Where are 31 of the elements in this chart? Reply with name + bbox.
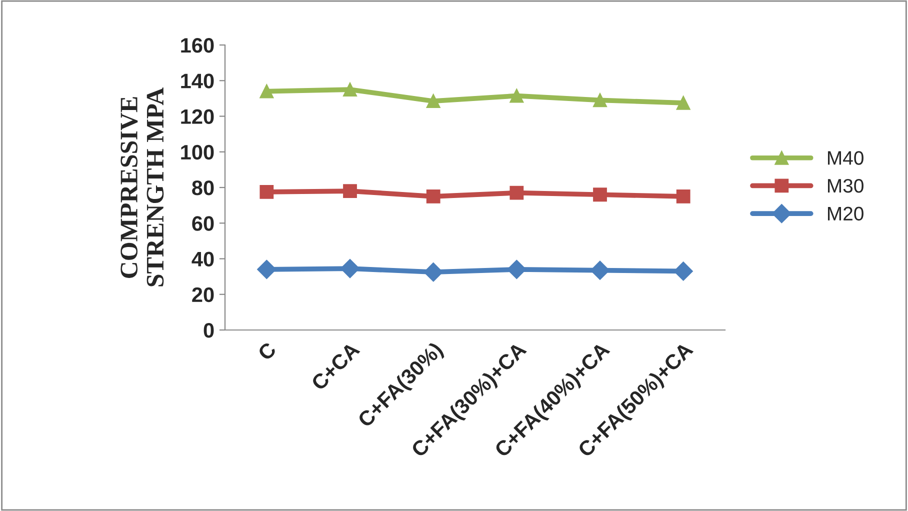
point bbox=[507, 260, 526, 279]
point bbox=[676, 96, 690, 110]
legend-label: M30 bbox=[828, 178, 864, 193]
point bbox=[260, 185, 274, 199]
y-tick-label: 140 bbox=[181, 74, 214, 88]
point bbox=[510, 88, 524, 103]
y-tick-label: 0 bbox=[204, 323, 214, 338]
point bbox=[426, 94, 440, 108]
point bbox=[340, 259, 360, 278]
point bbox=[510, 186, 524, 200]
point bbox=[593, 93, 607, 108]
point bbox=[426, 189, 440, 204]
point bbox=[674, 262, 693, 281]
y-tick-label: 60 bbox=[192, 216, 214, 231]
point bbox=[260, 84, 274, 98]
legend-label: M40 bbox=[828, 151, 864, 165]
y-tick-label: 100 bbox=[181, 144, 214, 160]
y-tick-label: 20 bbox=[192, 287, 214, 302]
point bbox=[257, 260, 276, 279]
y-tick-label: 120 bbox=[181, 109, 214, 124]
y-tick-label: 160 bbox=[181, 38, 214, 53]
point bbox=[343, 184, 357, 198]
y-tick-label: 40 bbox=[192, 252, 214, 267]
y-axis-title: COMPRESSIVE STRENGTH MPA bbox=[120, 88, 164, 286]
point bbox=[593, 188, 607, 202]
y-tick-label: 80 bbox=[192, 180, 214, 196]
legend-label: M20 bbox=[828, 206, 864, 221]
point bbox=[424, 262, 443, 282]
point bbox=[343, 82, 357, 96]
x-tick-label: C bbox=[257, 341, 278, 362]
point bbox=[676, 189, 690, 204]
